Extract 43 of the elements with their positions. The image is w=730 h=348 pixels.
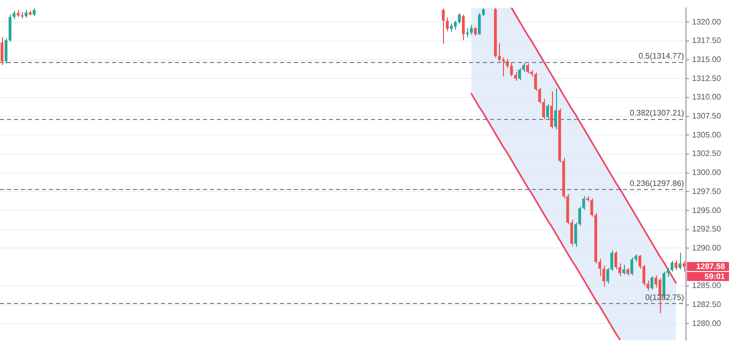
y-tick-label: 1295.00 xyxy=(692,206,722,215)
y-tick-label: 1292.50 xyxy=(692,224,722,234)
candlestick xyxy=(550,90,554,129)
candlestick xyxy=(470,24,473,36)
candlestick xyxy=(554,88,558,130)
y-tick-label: 1285.00 xyxy=(692,281,722,290)
candlestick xyxy=(498,42,501,62)
y-tick-label: 1310.00 xyxy=(692,92,722,102)
line-series xyxy=(470,92,621,340)
candlestick xyxy=(682,260,686,272)
candlestick xyxy=(518,68,521,81)
y-tick-label: 1317.50 xyxy=(692,36,722,46)
candlestick xyxy=(462,14,465,41)
candlestick xyxy=(514,71,517,82)
candlestick xyxy=(526,63,529,74)
text: 1287.58 xyxy=(696,262,726,272)
candlestick xyxy=(674,260,678,271)
y-tick-label: 1280.00 xyxy=(692,318,722,328)
candlestick xyxy=(502,57,505,77)
ref-line-label: 0.236(1297.86) xyxy=(630,179,684,188)
y-tick-label: 1290.00 xyxy=(692,243,722,252)
y-tick-label: 1305.00 xyxy=(692,130,722,140)
y-tick-label: 1315.00 xyxy=(692,55,722,64)
y-tick-label: 1300.00 xyxy=(692,168,722,178)
candlestick xyxy=(478,12,481,36)
y-tick-label: 1320.00 xyxy=(692,17,722,26)
y-tick-label: 1307.50 xyxy=(692,112,722,121)
candlestick xyxy=(650,276,654,290)
candlestick xyxy=(446,17,449,32)
candlestick xyxy=(678,252,682,270)
candlestick xyxy=(506,58,509,69)
y-tick-label: 1297.50 xyxy=(692,186,722,196)
y-tick-label: 1302.50 xyxy=(692,149,722,158)
candlestick xyxy=(466,28,469,38)
candlestick xyxy=(510,62,513,77)
candlestick xyxy=(0,36,4,66)
text: 59:01 xyxy=(704,272,726,282)
candlestick xyxy=(630,256,634,276)
y-tick-label: 1312.50 xyxy=(692,74,722,83)
y-tick-label: 1282.50 xyxy=(692,300,722,309)
ref-line-label: 0.5(1314.77) xyxy=(638,52,684,61)
candlestick xyxy=(546,104,549,120)
ref-line-label: 0.382(1307.21) xyxy=(630,108,684,118)
